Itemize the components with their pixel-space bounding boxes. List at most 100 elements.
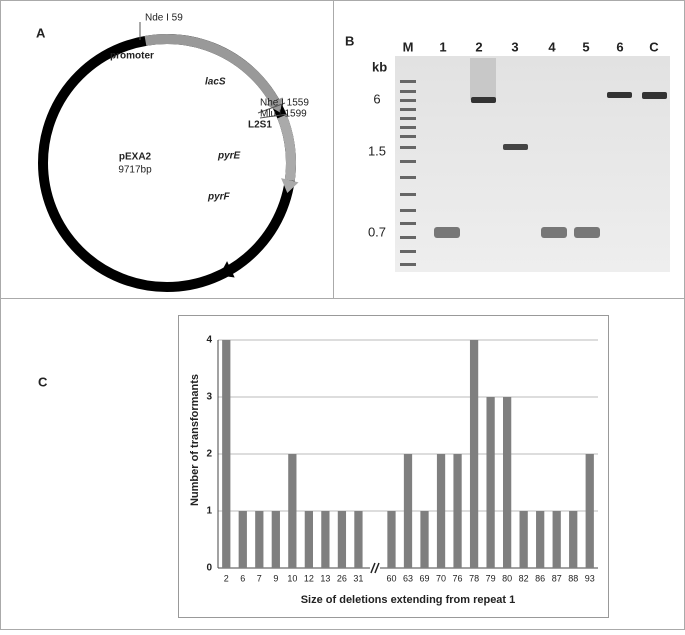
- x-tick-label: 86: [535, 573, 545, 583]
- y-tick-label: 4: [206, 335, 212, 346]
- arrow-head: [219, 261, 235, 278]
- bar: [271, 511, 280, 568]
- panel-a-frame: [0, 0, 334, 299]
- x-tick-label: 7: [257, 573, 262, 583]
- bar: [403, 454, 413, 568]
- site-line: [257, 102, 286, 114]
- bar: [288, 454, 297, 568]
- ladder-band: [400, 117, 416, 120]
- lane-label: C: [649, 39, 659, 54]
- site-label: Nde I 59: [145, 13, 183, 24]
- plasmid-map: [38, 34, 299, 292]
- size-marker: 6: [373, 91, 380, 106]
- chart-frame: [178, 315, 609, 618]
- feature-label: L2S1: [248, 120, 272, 131]
- lane-label: 6: [616, 39, 623, 54]
- band: [642, 92, 667, 99]
- bar: [337, 511, 347, 568]
- bar: [387, 511, 396, 568]
- band: [471, 97, 496, 103]
- band: [434, 227, 460, 238]
- x-tick-label: 82: [519, 573, 529, 583]
- bar: [321, 511, 330, 568]
- bar: [453, 454, 462, 568]
- ladder-band: [400, 146, 416, 149]
- axis-break: [374, 562, 380, 574]
- feature-label: pyrF: [207, 192, 231, 203]
- x-tick-label: 9: [273, 573, 278, 583]
- site-label: Mlu I 1599: [260, 109, 307, 120]
- y-tick-label: 1: [206, 506, 212, 517]
- x-axis-label: Size of deletions extending from repeat …: [301, 594, 516, 606]
- bar: [519, 511, 528, 568]
- panel-label: A: [36, 25, 46, 40]
- ladder-band: [400, 176, 416, 179]
- bar: [585, 454, 594, 568]
- ladder-band: [400, 236, 416, 239]
- ladder-band: [400, 99, 416, 102]
- arrow-head: [281, 178, 299, 193]
- y-tick-label: 3: [206, 392, 212, 403]
- x-tick-label: 6: [240, 573, 245, 583]
- gene-arc: [144, 34, 279, 104]
- x-tick-label: 88: [568, 573, 578, 583]
- ladder-band: [400, 135, 416, 138]
- x-tick-label: 70: [436, 573, 446, 583]
- gene-arc: [277, 114, 296, 181]
- x-tick-label: 12: [304, 573, 314, 583]
- x-tick-label: 60: [386, 573, 396, 583]
- site-label: Nhe I 1559: [260, 98, 309, 109]
- plasmid-name: pEXA2: [119, 152, 152, 163]
- site-line: [259, 113, 289, 119]
- feature-label: lacS: [205, 77, 226, 88]
- axis-break-bg: [369, 562, 380, 574]
- x-tick-label: 79: [486, 573, 496, 583]
- bar: [436, 454, 446, 568]
- lane-label: 2: [475, 39, 482, 54]
- x-tick-label: 78: [469, 573, 479, 583]
- bar: [552, 511, 561, 568]
- lane-label: M: [403, 39, 414, 54]
- bar: [255, 511, 264, 568]
- bar: [222, 340, 231, 568]
- ladder-band: [400, 80, 416, 83]
- ladder-band: [400, 126, 416, 129]
- smear: [470, 58, 496, 100]
- x-tick-label: 76: [453, 573, 463, 583]
- feature-label: promoter: [110, 51, 154, 62]
- size-marker: 0.7: [368, 224, 386, 239]
- bar: [304, 511, 313, 568]
- x-tick-label: 13: [320, 573, 330, 583]
- ladder-band: [400, 209, 416, 212]
- x-tick-label: 63: [403, 573, 413, 583]
- ladder-band: [400, 250, 416, 253]
- ladder-band: [400, 222, 416, 225]
- feature-label: pyrE: [217, 151, 241, 162]
- x-tick-label: 10: [287, 573, 297, 583]
- ladder-band: [400, 263, 416, 266]
- bar: [536, 511, 545, 568]
- band: [541, 227, 567, 238]
- y-tick-label: 2: [206, 449, 212, 460]
- bar: [486, 397, 495, 568]
- lane-label: 3: [511, 39, 518, 54]
- size-marker: 1.5: [368, 143, 386, 158]
- y-tick-label: 0: [206, 563, 212, 574]
- arrow-head: [266, 97, 283, 113]
- plasmid-size: 9717bp: [118, 165, 152, 176]
- band: [574, 227, 600, 238]
- bar: [503, 397, 512, 568]
- bar: [420, 511, 429, 568]
- x-tick-label: 87: [552, 573, 562, 583]
- bar: [469, 340, 479, 568]
- band: [607, 92, 632, 98]
- lane-label: 1: [439, 39, 446, 54]
- bar: [354, 511, 363, 568]
- x-tick-label: 31: [353, 573, 363, 583]
- bar: [569, 511, 578, 568]
- panel-label: B: [345, 33, 354, 48]
- ladder-band: [400, 90, 416, 93]
- y-axis-label: Number of transformants: [189, 374, 201, 506]
